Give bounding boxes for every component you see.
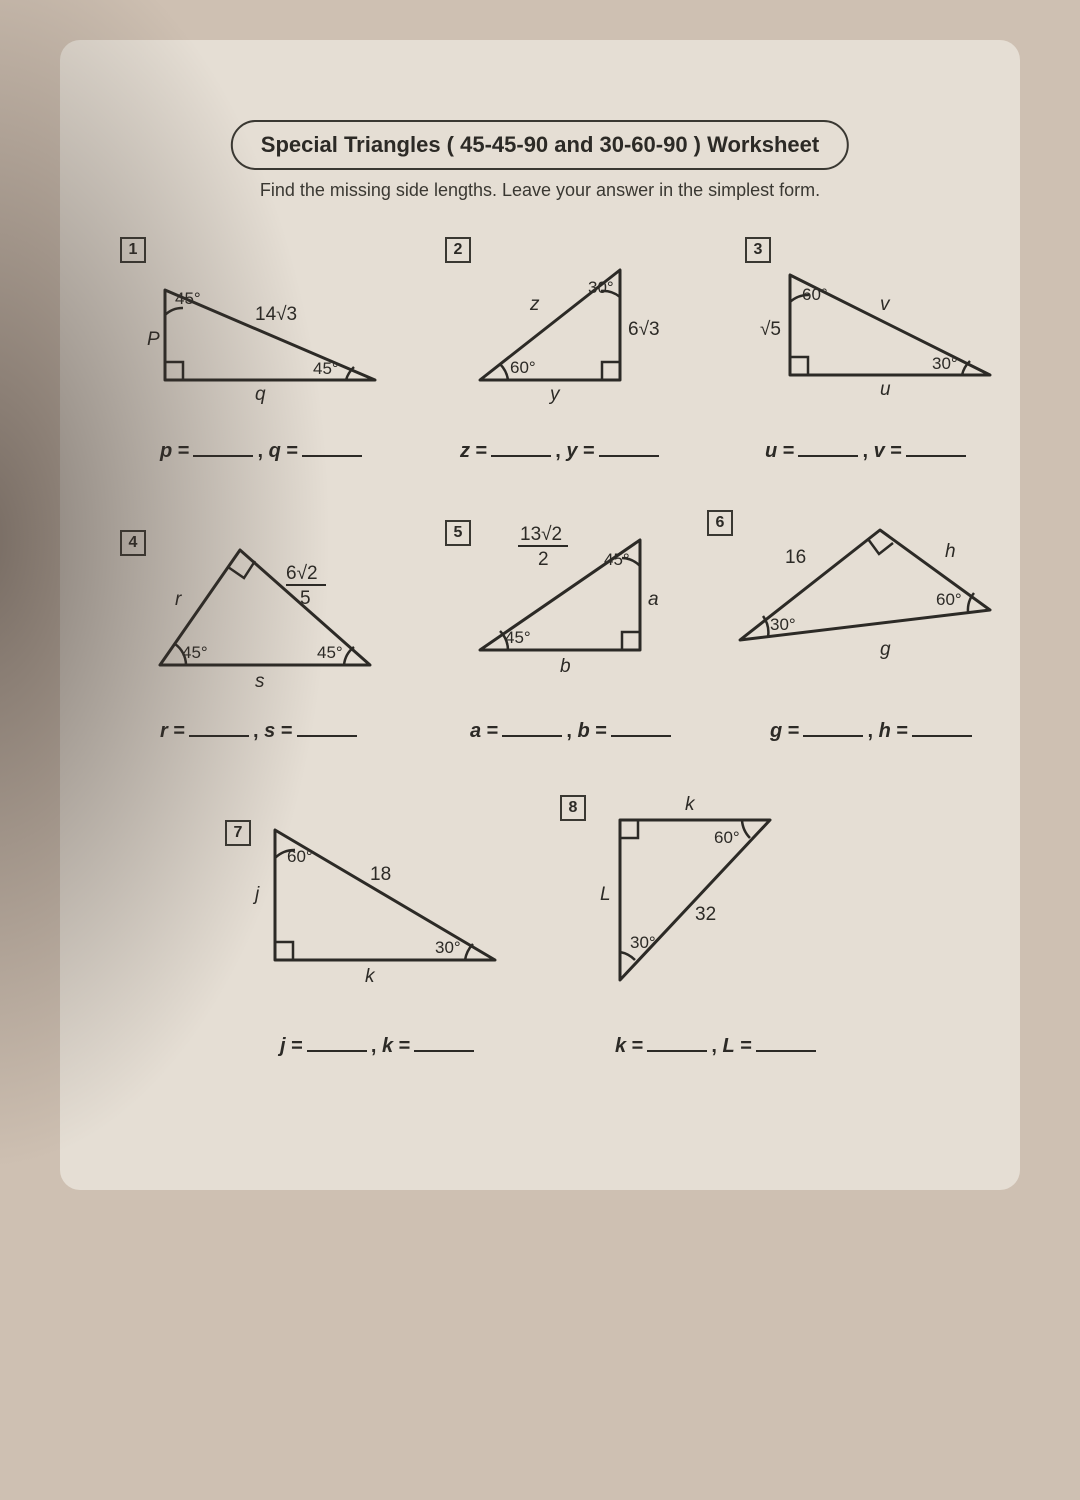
p6-hyp: 16 — [785, 547, 806, 568]
answer-2[interactable]: z =, y = — [460, 440, 663, 463]
p7-angle-t: 60° — [287, 847, 313, 866]
p2-right: 6√3 — [628, 319, 660, 340]
p1-angle-br: 45° — [313, 359, 339, 378]
p2-top: z — [529, 294, 540, 315]
p1-hyp: 14√3 — [255, 304, 297, 325]
p6-right-top: h — [945, 541, 956, 562]
p6-angle-r: 60° — [936, 590, 962, 609]
p1-left: P — [147, 329, 160, 350]
p7-left: j — [252, 884, 260, 905]
p8-angle-tr: 60° — [714, 828, 740, 847]
p7-bottom: k — [365, 966, 376, 987]
p8-hyp: 32 — [695, 904, 716, 925]
triangle-1: 45° 45° 14√3 P q — [145, 270, 395, 400]
p5-angle-tr: 45° — [604, 550, 630, 569]
triangle-6: 30° 60° 16 h g — [720, 515, 1010, 675]
p1-angle-tl: 45° — [175, 289, 201, 308]
p5-right: a — [648, 589, 659, 610]
worksheet-title: Special Triangles ( 45-45-90 and 30-60-9… — [231, 120, 849, 170]
qnum-1: 1 — [120, 237, 146, 263]
p7-hyp: 18 — [370, 864, 391, 885]
p8-top: k — [685, 794, 696, 815]
p3-top: v — [880, 294, 891, 315]
p3-angle-br: 30° — [932, 354, 958, 373]
triangle-7: 60° 30° 18 j k — [225, 800, 525, 1000]
p4-angle-br: 45° — [317, 643, 343, 662]
triangle-2: 30° 60° 6√3 z y — [460, 255, 690, 405]
p6-angle-bl: 30° — [770, 615, 796, 634]
triangle-8: 60° 30° 32 L k — [580, 790, 840, 1000]
triangle-5: 45° 45° a b 13√2 2 — [450, 510, 680, 680]
triangle-3: 60° 30° √5 v u — [760, 260, 1010, 400]
p2-angle-tr: 30° — [588, 278, 614, 297]
p3-left: √5 — [760, 319, 781, 340]
p3-angle-t: 60° — [802, 285, 828, 304]
p2-bottom: y — [548, 384, 561, 405]
p8-angle-bl: 30° — [630, 933, 656, 952]
p2-angle-bl: 60° — [510, 358, 536, 377]
p6-bottom: g — [880, 639, 891, 660]
answer-8[interactable]: k =, L = — [615, 1035, 820, 1058]
answer-1[interactable]: p =, q = — [160, 440, 366, 463]
p4-angle-bl: 45° — [182, 643, 208, 662]
answer-5[interactable]: a =, b = — [470, 720, 675, 743]
p5-bottom: b — [560, 656, 571, 677]
p4-bottom: s — [255, 671, 265, 692]
answer-6[interactable]: g =, h = — [770, 720, 976, 743]
p4-hyp-top: 6√2 — [286, 563, 318, 584]
p5-hyp-top: 13√2 — [520, 524, 562, 545]
p1-bottom: q — [255, 384, 266, 405]
worksheet-subtitle: Find the missing side lengths. Leave you… — [260, 180, 820, 201]
answer-7[interactable]: j =, k = — [280, 1035, 478, 1058]
p5-hyp-bot: 2 — [538, 549, 549, 570]
triangle-4: 45° 45° r s 6√2 5 — [140, 530, 390, 700]
p3-bottom: u — [880, 379, 891, 400]
p4-left: r — [175, 589, 182, 610]
p7-angle-br: 30° — [435, 938, 461, 957]
answer-3[interactable]: u =, v = — [765, 440, 970, 463]
p5-angle-bl: 45° — [505, 628, 531, 647]
p4-hyp-bot: 5 — [300, 588, 311, 609]
answer-4[interactable]: r =, s = — [160, 720, 361, 743]
p8-left: L — [600, 884, 611, 905]
